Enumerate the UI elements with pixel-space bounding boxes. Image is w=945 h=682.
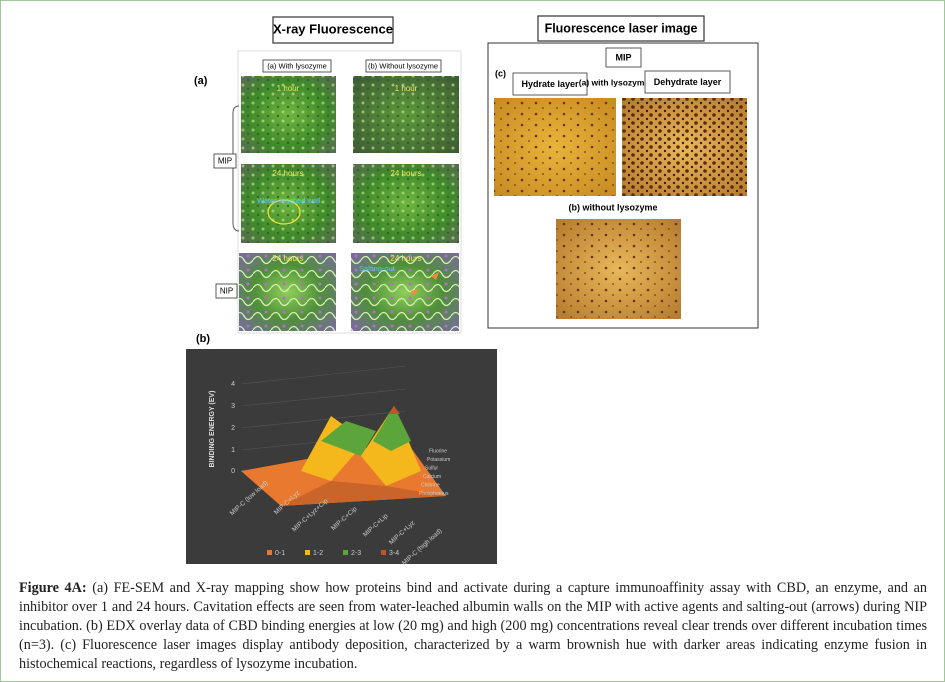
legend-label: 2-3	[351, 550, 361, 557]
panel-title: X-ray Fluorescence	[273, 21, 393, 36]
panel-label: (c)	[495, 68, 506, 78]
row-label: MIP	[218, 157, 232, 166]
micrographs	[239, 76, 459, 331]
legend-label: 1-2	[313, 550, 323, 557]
column-label: (b) without lysozyme	[568, 202, 657, 212]
caption: Figure 4A: (a) FE-SEM and X-ray mapping …	[19, 579, 927, 674]
image-label: 24 hours	[272, 169, 303, 178]
depth-label: Calcium	[423, 474, 441, 480]
label-box	[605, 47, 642, 68]
depth-label: Potassium	[427, 457, 450, 463]
image-label: 1 hour	[395, 84, 418, 93]
legend-swatch	[343, 550, 348, 555]
figure-panels: X-ray Fluorescence (a) (a) With lysozyme…	[186, 15, 759, 567]
panel-title: Fluorescence laser image	[545, 21, 698, 35]
column-label: Dehydrate layer	[654, 77, 722, 87]
label-box	[644, 70, 731, 94]
y-tick-label: 2	[231, 425, 235, 432]
panel-label: (a)	[194, 75, 208, 87]
caption-label: Figure 4A:	[19, 580, 87, 596]
annotation: Salting-out	[359, 264, 396, 273]
column-label: (a) With lysozyme	[267, 61, 327, 70]
y-tick-label: 1	[231, 447, 235, 454]
title-box	[272, 16, 394, 44]
panel-label: (b)	[196, 333, 210, 345]
label-box	[262, 59, 332, 73]
title-box	[537, 15, 705, 42]
label-box	[215, 283, 238, 299]
legend-swatch	[267, 550, 272, 555]
row-label: NIP	[220, 287, 233, 296]
column-label: Hydrate layer	[521, 79, 579, 89]
legend-swatch	[381, 550, 386, 555]
row-label: MIP	[615, 52, 631, 62]
y-axis-label: BINDING ENERGY (EV)	[209, 391, 216, 468]
legend-label: 3-4	[389, 550, 399, 557]
surface	[241, 406, 446, 506]
depth-label: Fluorine	[429, 448, 447, 454]
label-box	[213, 153, 237, 169]
y-tick-label: 4	[231, 381, 235, 388]
depth-label: Sulfur	[425, 465, 438, 471]
image-label: 1 hour	[277, 84, 300, 93]
y-tick-label: 0	[231, 468, 235, 475]
label-box	[365, 59, 442, 73]
image-label: 24 hours	[390, 254, 421, 263]
y-tick-label: 3	[231, 403, 235, 410]
depth-label: Chlorine	[421, 482, 440, 488]
legend-swatch	[305, 550, 310, 555]
image-label: 24 hours	[390, 169, 421, 178]
column-label: (b) Without lysozyme	[368, 61, 438, 70]
depth-label: Phosphorous	[419, 491, 449, 497]
annotation: Water-leached wall	[257, 196, 321, 205]
column-label: (a) with lysozyme	[579, 77, 650, 87]
legend-label: 0-1	[275, 550, 285, 557]
image-label: 24 hours	[272, 254, 303, 263]
caption-text: (a) FE-SEM and X-ray mapping show how pr…	[19, 580, 928, 672]
label-box	[512, 72, 588, 96]
laser-images	[494, 98, 747, 319]
